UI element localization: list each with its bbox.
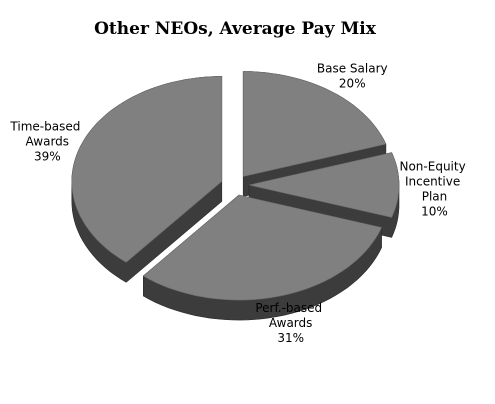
category-label: Non-Equity Incentive Plan <box>399 160 469 204</box>
category-label: Base Salary <box>317 62 388 76</box>
slice <box>248 152 400 218</box>
chart-title: Other NEOs, Average Pay Mix <box>94 19 377 39</box>
value-label: 10% <box>421 205 448 219</box>
label-line: Base Salary <box>317 62 388 76</box>
category-label: Time-based Awards <box>9 120 84 149</box>
label-line: Plan <box>422 190 448 204</box>
label-line: Time-based <box>9 120 84 134</box>
label-line: Non-Equity <box>399 160 469 174</box>
slice <box>142 194 383 301</box>
value-label: 20% <box>339 77 366 91</box>
label-line: Incentive <box>405 175 464 189</box>
label-line: Perf.-based <box>255 301 326 315</box>
slice <box>242 71 387 177</box>
value-label: 31% <box>277 331 304 345</box>
value-label: 39% <box>34 150 61 164</box>
slice <box>71 76 223 263</box>
label-line: Awards <box>269 316 312 330</box>
category-label: Perf.-based Awards <box>255 301 326 330</box>
label-line: Awards <box>26 135 69 149</box>
